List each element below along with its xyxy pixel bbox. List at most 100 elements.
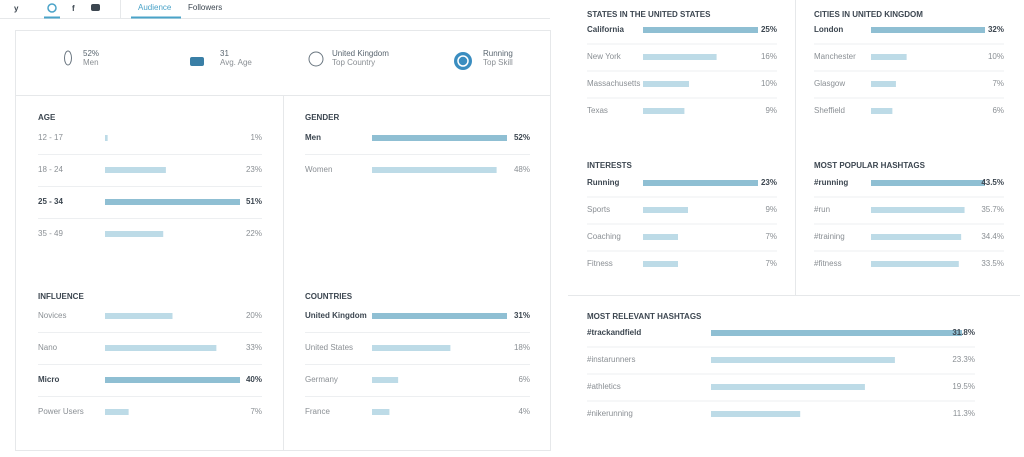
value-label: 31% xyxy=(514,311,530,320)
summary-value: 31 xyxy=(220,49,229,58)
row-label: Glasgow xyxy=(814,79,845,88)
bar xyxy=(105,231,164,237)
value-label: 7% xyxy=(992,79,1004,88)
row-label: Massachusetts xyxy=(587,79,640,88)
row-label: 35 - 49 xyxy=(38,229,63,238)
value-label: 23.3% xyxy=(952,355,975,364)
summary-label: Men xyxy=(83,58,99,67)
bar xyxy=(105,377,240,383)
value-label: 31.8% xyxy=(952,328,975,337)
bar xyxy=(372,409,390,415)
row-label: #running xyxy=(814,178,848,187)
row-label: #instarunners xyxy=(587,355,635,364)
value-label: 7% xyxy=(765,259,777,268)
panel-title: INTERESTS xyxy=(587,161,633,170)
summary-label: Top Skill xyxy=(483,58,513,67)
value-label: 22% xyxy=(246,229,262,238)
row-label: New York xyxy=(587,52,622,61)
bar xyxy=(871,207,965,213)
value-label: 33.5% xyxy=(981,259,1004,268)
tab[interactable]: Followers xyxy=(188,3,222,12)
value-label: 10% xyxy=(761,79,777,88)
cake-icon xyxy=(190,57,204,66)
bar xyxy=(871,234,962,240)
gender-icon xyxy=(64,50,72,66)
row-label: #run xyxy=(814,205,830,214)
skill-icon xyxy=(454,52,472,70)
value-label: 48% xyxy=(514,165,530,174)
bar xyxy=(711,384,865,390)
value-label: 11.3% xyxy=(953,409,975,418)
tab[interactable]: Audience xyxy=(138,3,172,12)
row-label: United Kingdom xyxy=(305,311,367,320)
summary-label: Top Country xyxy=(332,58,375,67)
bar xyxy=(711,330,962,336)
row-label: 25 - 34 xyxy=(38,197,63,206)
bar xyxy=(372,135,507,141)
value-label: 6% xyxy=(992,106,1004,115)
bar xyxy=(643,54,717,60)
bar xyxy=(105,313,173,319)
row-label: Germany xyxy=(305,375,338,384)
row-label: Power Users xyxy=(38,407,84,416)
row-label: United States xyxy=(305,343,353,352)
summary-value: United Kingdom xyxy=(332,49,389,58)
row-label: Women xyxy=(305,165,332,174)
bar xyxy=(372,377,399,383)
bar xyxy=(871,261,959,267)
panel-title: COUNTRIES xyxy=(305,292,353,301)
value-label: 10% xyxy=(988,52,1004,61)
bar xyxy=(643,108,685,114)
twitter-icon[interactable]: y xyxy=(14,4,19,13)
bar xyxy=(871,27,985,33)
bar xyxy=(871,108,893,114)
value-label: 16% xyxy=(761,52,777,61)
panel-title: STATES IN THE UNITED STATES xyxy=(587,10,711,19)
row-label: 18 - 24 xyxy=(38,165,63,174)
summary-value: 52% xyxy=(83,49,99,58)
bar xyxy=(711,357,895,363)
row-label: Fitness xyxy=(587,259,613,268)
value-label: 20% xyxy=(246,311,262,320)
youtube-icon[interactable] xyxy=(91,4,100,11)
row-label: 12 - 17 xyxy=(38,133,63,142)
bar xyxy=(372,313,507,319)
row-label: Micro xyxy=(38,375,59,384)
value-label: 19.5% xyxy=(952,382,975,391)
value-label: 7% xyxy=(250,407,262,416)
value-label: 1% xyxy=(250,133,262,142)
value-label: 43.5% xyxy=(981,178,1004,187)
value-label: 33% xyxy=(246,343,262,352)
facebook-icon[interactable]: f xyxy=(72,4,75,13)
bar xyxy=(711,411,801,417)
bar xyxy=(105,345,217,351)
bar xyxy=(643,27,758,33)
value-label: 40% xyxy=(246,375,262,384)
row-label: California xyxy=(587,25,624,34)
globe-icon xyxy=(308,51,324,67)
bar xyxy=(643,180,758,186)
panel-title: CITIES IN UNITED KINGDOM xyxy=(814,10,923,19)
bar xyxy=(105,167,166,173)
row-label: Men xyxy=(305,133,321,142)
row-label: Running xyxy=(587,178,620,187)
skill-icon xyxy=(457,55,469,67)
value-label: 6% xyxy=(518,375,530,384)
bar xyxy=(871,81,896,87)
instagram-icon[interactable] xyxy=(47,3,57,13)
row-label: Novices xyxy=(38,311,66,320)
row-label: Sports xyxy=(587,205,610,214)
value-label: 25% xyxy=(761,25,777,34)
row-label: Manchester xyxy=(814,52,856,61)
bar xyxy=(105,135,108,141)
summary-value: Running xyxy=(483,49,513,58)
panel-title: AGE xyxy=(38,113,56,122)
bar xyxy=(871,180,985,186)
row-label: #trackandfield xyxy=(587,328,641,337)
bar xyxy=(643,207,688,213)
panel-title: MOST POPULAR HASHTAGS xyxy=(814,161,926,170)
bar xyxy=(372,167,497,173)
bar xyxy=(643,81,689,87)
value-label: 23% xyxy=(761,178,777,187)
